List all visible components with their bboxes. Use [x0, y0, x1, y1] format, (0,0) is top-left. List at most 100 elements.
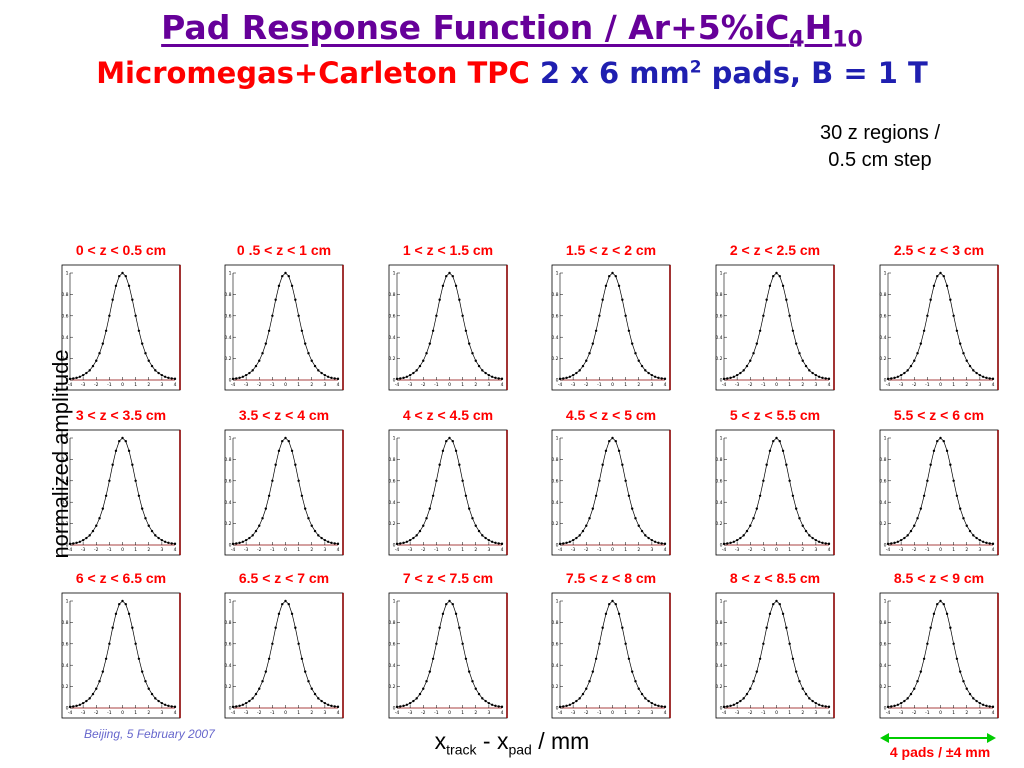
- data-point: [111, 298, 114, 301]
- prf-panel: 1.5 < z < 2 cm -4 -3 -2 -1 0 1 2 3 4 0 0.2 0.4 0.6 0.8…: [551, 242, 671, 391]
- x-tick-label: -3: [408, 547, 413, 553]
- data-point: [395, 705, 399, 709]
- data-point: [290, 284, 294, 288]
- data-point: [144, 680, 147, 683]
- y-tick-label: 0.6: [224, 478, 231, 484]
- data-point: [768, 284, 772, 288]
- y-tick-label: 0.4: [61, 335, 68, 341]
- x-tick-label: 1: [952, 547, 955, 553]
- data-point: [955, 329, 959, 332]
- data-point: [150, 529, 154, 533]
- data-point: [294, 626, 297, 629]
- panel-title: 5.5 < z < 6 cm: [894, 407, 984, 423]
- x-tick-label: -3: [571, 382, 576, 388]
- x-tick-label: 4: [501, 710, 504, 716]
- data-point: [490, 703, 494, 706]
- xlabel-track: track: [446, 741, 477, 758]
- data-point: [235, 377, 238, 380]
- data-point: [484, 536, 487, 540]
- y-tick-label: 0.6: [224, 641, 231, 647]
- data-point: [926, 479, 929, 482]
- panel-frame: [61, 592, 181, 719]
- panel-title: 7.5 < z < 8 cm: [566, 570, 656, 586]
- data-point: [471, 517, 474, 520]
- data-point: [752, 680, 755, 683]
- data-point: [575, 536, 578, 540]
- data-point: [772, 440, 775, 443]
- data-point: [277, 612, 281, 616]
- data-point: [235, 705, 238, 708]
- data-point: [140, 670, 144, 673]
- y-tick-label: 1: [229, 271, 232, 277]
- panel-frame: [388, 429, 508, 556]
- data-point: [906, 369, 909, 372]
- data-point: [241, 540, 245, 543]
- data-point: [899, 538, 903, 542]
- y-tick-label: 0: [66, 378, 69, 384]
- data-point: [261, 352, 264, 355]
- data-point: [804, 692, 808, 696]
- x-tick-label: 0: [121, 710, 124, 716]
- x-tick-label: -4: [231, 547, 236, 553]
- y-tick-label: 0.6: [388, 313, 395, 319]
- data-point: [565, 376, 568, 380]
- y-tick-label: 0.4: [551, 500, 558, 506]
- data-point: [621, 463, 624, 466]
- data-point: [481, 369, 484, 372]
- panel-frame: [224, 592, 344, 719]
- x-tick-label: -4: [68, 710, 73, 716]
- x-tick-label: -3: [735, 382, 740, 388]
- data-point: [936, 275, 939, 278]
- x-tick-label: -1: [270, 710, 275, 716]
- data-point: [762, 642, 765, 645]
- data-point: [238, 541, 241, 545]
- data-point: [284, 436, 287, 440]
- data-point: [170, 705, 173, 708]
- data-point: [402, 704, 405, 708]
- data-point: [277, 449, 281, 453]
- data-point: [137, 657, 141, 660]
- data-point: [781, 284, 785, 288]
- data-point: [814, 373, 818, 377]
- x-tick-label: 4: [174, 382, 177, 388]
- x-tick-label: 1: [788, 710, 791, 716]
- data-point: [303, 670, 307, 673]
- y-tick-label: 0.2: [61, 356, 68, 362]
- y-tick-label: 1: [66, 436, 69, 442]
- data-point: [474, 524, 477, 527]
- x-tick-label: 2: [637, 547, 640, 553]
- y-tick-label: 0.2: [224, 521, 231, 527]
- x-tick-label: -2: [748, 382, 753, 388]
- data-point: [755, 670, 759, 673]
- data-point: [903, 699, 906, 703]
- data-point: [477, 364, 481, 368]
- panel-frame: [715, 429, 835, 556]
- data-point: [653, 703, 657, 706]
- prf-panel: 6 < z < 6.5 cm -4 -3 -2 -1 0 1 2 3 4 0 0.2 0.4 0.6 0.8…: [61, 570, 181, 719]
- y-tick-label: 0.8: [715, 620, 722, 626]
- x-tick-label: -2: [912, 382, 917, 388]
- pads-range-arrow-icon: [880, 733, 996, 743]
- x-tick-label: 1: [461, 710, 464, 716]
- data-point: [297, 314, 300, 317]
- data-point: [300, 657, 304, 660]
- data-point: [147, 524, 150, 527]
- data-point: [330, 541, 333, 545]
- data-point: [637, 359, 640, 362]
- data-point: [978, 538, 982, 542]
- panel-title: 2 < z < 2.5 cm: [730, 242, 820, 258]
- y-tick-label: 0.8: [388, 620, 395, 626]
- x-tick-label: 2: [801, 547, 804, 553]
- y-tick-label: 0.4: [224, 663, 231, 669]
- data-point: [104, 657, 108, 660]
- data-point: [988, 705, 991, 708]
- data-point: [131, 626, 134, 629]
- x-tick-label: -3: [899, 710, 904, 716]
- data-point: [821, 541, 824, 545]
- data-point: [627, 494, 631, 497]
- x-tick-label: 4: [501, 547, 504, 553]
- x-tick-label: 3: [978, 710, 981, 716]
- x-tick-label: 0: [939, 547, 942, 553]
- data-point: [124, 275, 127, 278]
